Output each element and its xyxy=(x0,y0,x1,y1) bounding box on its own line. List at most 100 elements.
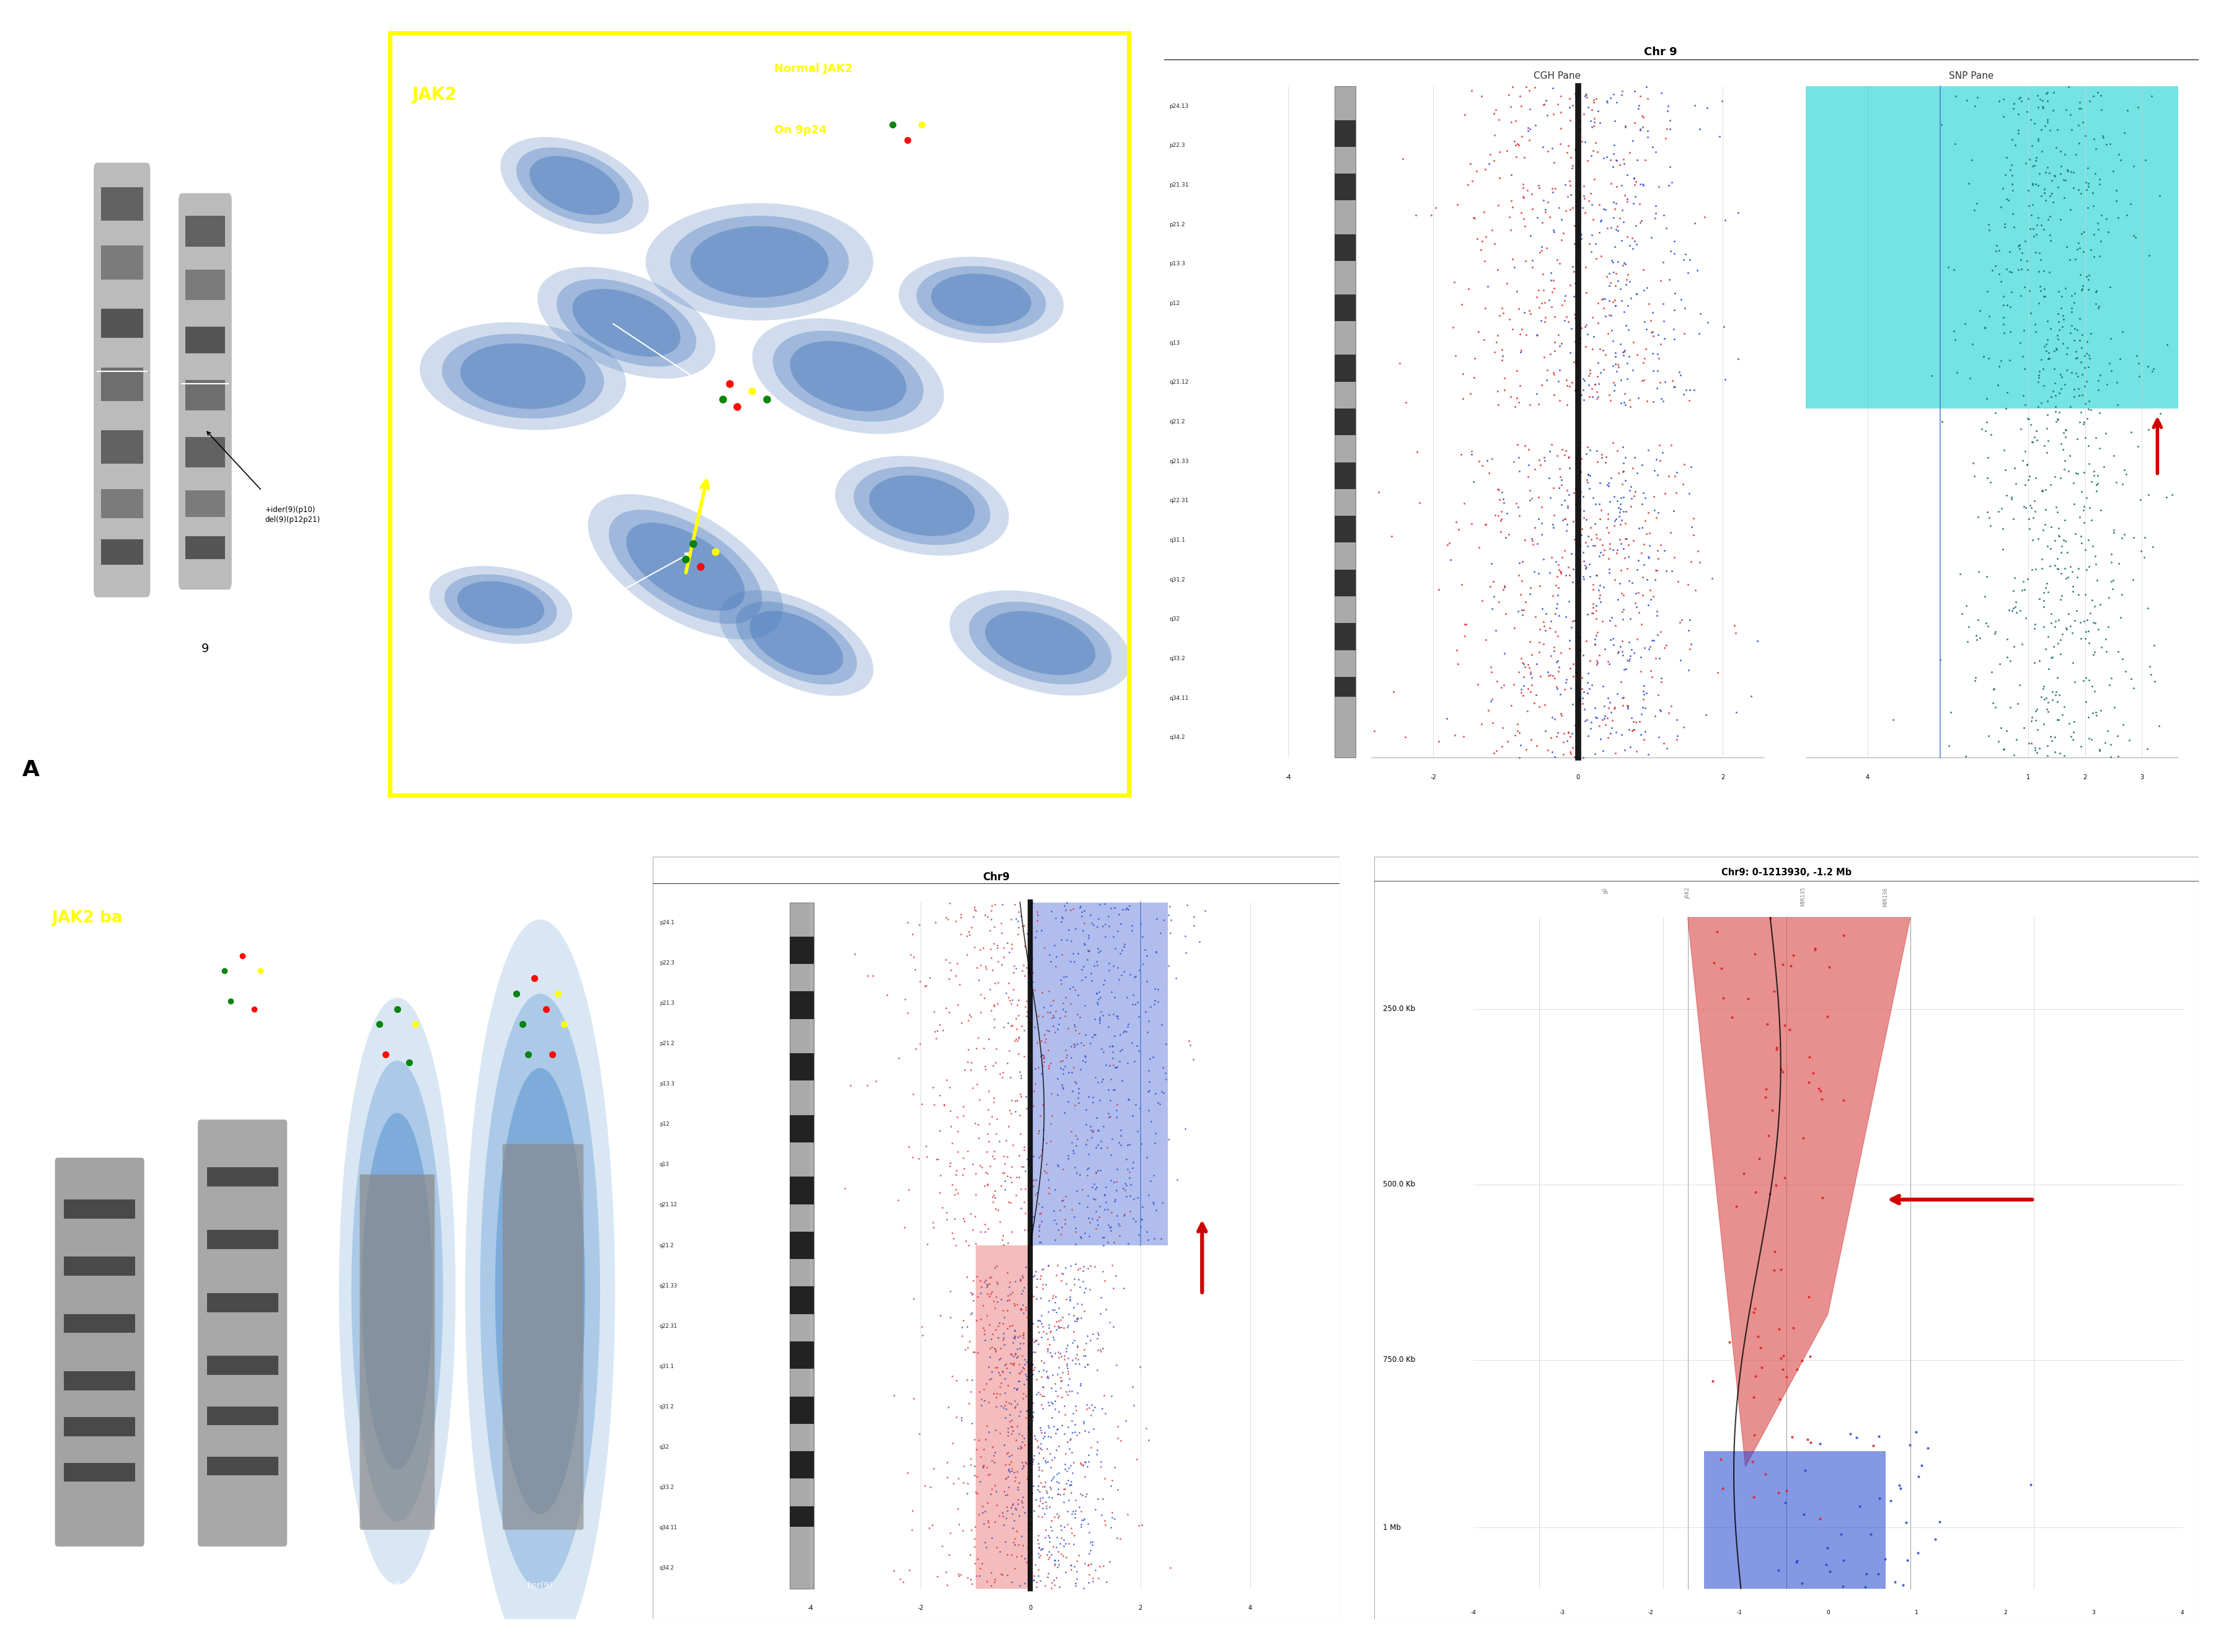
Bar xyxy=(184,491,224,517)
FancyBboxPatch shape xyxy=(360,1175,435,1530)
Ellipse shape xyxy=(442,334,604,418)
Ellipse shape xyxy=(444,575,557,636)
Ellipse shape xyxy=(791,340,906,411)
Bar xyxy=(791,1396,815,1424)
Bar xyxy=(1335,86,1355,757)
Ellipse shape xyxy=(460,344,586,410)
Bar xyxy=(100,187,142,221)
Text: p22.3: p22.3 xyxy=(1168,142,1186,149)
Bar xyxy=(1335,515,1355,542)
Text: -4: -4 xyxy=(1286,775,1290,780)
Text: q21.33: q21.33 xyxy=(660,1284,677,1289)
Text: p22.3: p22.3 xyxy=(660,960,675,965)
Text: q33.2: q33.2 xyxy=(660,1485,675,1490)
Ellipse shape xyxy=(429,567,573,644)
Ellipse shape xyxy=(968,601,1110,684)
Text: 9: 9 xyxy=(395,1581,400,1589)
Ellipse shape xyxy=(720,590,873,695)
Bar xyxy=(791,1115,815,1143)
Text: p13.3: p13.3 xyxy=(660,1080,675,1087)
Bar xyxy=(64,1371,135,1391)
Bar xyxy=(184,216,224,246)
Text: q32: q32 xyxy=(660,1444,669,1450)
Text: Normal JAK2: Normal JAK2 xyxy=(775,63,853,74)
Text: 1: 1 xyxy=(2026,775,2030,780)
Ellipse shape xyxy=(609,510,762,624)
Bar xyxy=(184,380,224,410)
Text: Chr 9: Chr 9 xyxy=(1644,46,1677,58)
Ellipse shape xyxy=(835,456,1008,555)
Bar xyxy=(100,367,142,401)
Bar xyxy=(64,1417,135,1436)
Bar xyxy=(207,1406,278,1426)
Text: g0: g0 xyxy=(1604,887,1608,894)
Bar xyxy=(791,1176,815,1204)
Text: MIR136: MIR136 xyxy=(1883,887,1888,907)
Text: hsr(9): hsr(9) xyxy=(526,1581,553,1589)
Text: -1: -1 xyxy=(1737,1609,1741,1616)
Bar xyxy=(1335,173,1355,200)
Bar xyxy=(51,1146,147,1558)
Bar xyxy=(64,1257,135,1275)
Text: p12: p12 xyxy=(1168,301,1179,306)
Text: JAK2: JAK2 xyxy=(413,86,458,104)
Text: q22.31: q22.31 xyxy=(1168,497,1188,504)
Ellipse shape xyxy=(646,203,873,320)
Bar xyxy=(1704,1450,1886,1589)
Bar xyxy=(100,430,142,464)
Bar xyxy=(100,489,142,519)
Bar xyxy=(1806,86,2179,408)
Bar xyxy=(207,1457,278,1475)
Ellipse shape xyxy=(573,289,680,357)
Text: 4: 4 xyxy=(1866,775,1870,780)
Text: q31.1: q31.1 xyxy=(1168,537,1186,544)
Text: q33.2: q33.2 xyxy=(1168,656,1186,661)
Bar xyxy=(791,991,815,1019)
Bar xyxy=(1031,902,1168,1246)
Text: q34.11: q34.11 xyxy=(1168,695,1188,700)
Text: p21.2: p21.2 xyxy=(1168,221,1186,228)
Text: q32: q32 xyxy=(1168,616,1179,623)
Bar xyxy=(100,539,142,565)
Text: Chr9: 0-1213930, -1.2 Mb: Chr9: 0-1213930, -1.2 Mb xyxy=(1721,867,1852,877)
Bar xyxy=(64,1462,135,1482)
Ellipse shape xyxy=(340,998,455,1584)
Ellipse shape xyxy=(917,266,1046,334)
Ellipse shape xyxy=(931,274,1031,325)
Ellipse shape xyxy=(986,611,1095,676)
Ellipse shape xyxy=(458,582,544,628)
Bar xyxy=(184,269,224,301)
Text: Chr9: Chr9 xyxy=(982,872,1011,882)
Text: 4: 4 xyxy=(1248,1606,1253,1611)
Text: p21.3: p21.3 xyxy=(660,1001,675,1006)
Text: p13.3: p13.3 xyxy=(1168,261,1186,268)
Bar xyxy=(791,1287,815,1313)
Bar xyxy=(791,1232,815,1259)
Text: 0: 0 xyxy=(1028,1606,1033,1611)
Bar xyxy=(791,1054,815,1080)
Bar xyxy=(791,1341,815,1370)
Ellipse shape xyxy=(495,1069,584,1515)
Bar xyxy=(791,1450,815,1479)
Text: q31.1: q31.1 xyxy=(660,1363,675,1370)
Bar xyxy=(64,1313,135,1333)
Bar xyxy=(184,327,224,354)
Bar xyxy=(1335,623,1355,649)
Text: 750.0 Kb: 750.0 Kb xyxy=(1384,1356,1415,1365)
Bar xyxy=(1335,294,1355,320)
Ellipse shape xyxy=(351,1061,442,1521)
Ellipse shape xyxy=(735,601,857,684)
Text: SNP Pane: SNP Pane xyxy=(1948,71,1994,81)
Text: -3: -3 xyxy=(1559,1609,1566,1616)
Text: p21.2: p21.2 xyxy=(660,1041,675,1046)
Ellipse shape xyxy=(751,611,844,676)
Ellipse shape xyxy=(500,137,649,235)
Bar xyxy=(100,246,142,279)
Text: q34.2: q34.2 xyxy=(660,1566,675,1571)
Text: q13: q13 xyxy=(660,1161,669,1168)
FancyBboxPatch shape xyxy=(56,1158,144,1546)
Text: On 9p24: On 9p24 xyxy=(775,124,826,135)
Bar xyxy=(1335,463,1355,489)
Ellipse shape xyxy=(515,147,633,223)
Text: -2: -2 xyxy=(1430,775,1437,780)
